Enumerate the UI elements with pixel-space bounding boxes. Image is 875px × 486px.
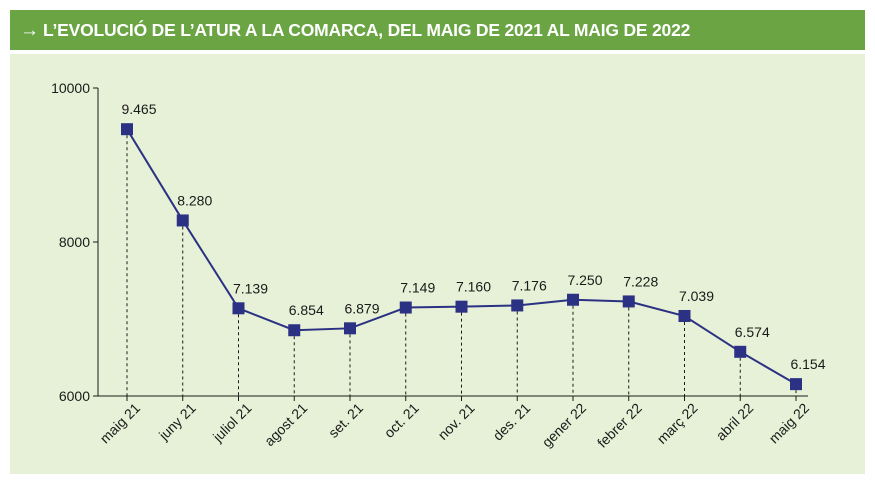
data-point-marker [622, 295, 635, 308]
series-line [126, 128, 797, 386]
x-category-label: juliol 21 [209, 400, 255, 446]
data-label: 7.039 [679, 288, 714, 304]
y-tick-label: 10000 [51, 80, 90, 96]
x-category-label: gener 22 [539, 400, 590, 451]
title-bar: → L’EVOLUCIÓ DE L’ATUR A LA COMARCA, DEL… [10, 10, 865, 50]
data-label: 6.574 [735, 324, 770, 340]
data-point-marker [399, 301, 412, 314]
x-category-label: nov. 21 [435, 400, 478, 443]
data-label: 9.465 [121, 101, 156, 117]
data-point-marker [344, 322, 356, 335]
x-category-label: maig 21 [97, 400, 144, 447]
data-label: 7.176 [512, 277, 547, 293]
x-category-label: juny 21 [155, 400, 199, 444]
data-label: 7.149 [400, 280, 435, 296]
x-category-label: agost 21 [261, 400, 310, 449]
data-point-marker [288, 324, 301, 337]
data-label: 7.250 [567, 272, 602, 288]
x-category-label: maig 22 [766, 400, 813, 447]
data-label: 7.139 [233, 280, 268, 296]
data-point-marker [121, 123, 133, 136]
chart-title: L’EVOLUCIÓ DE L’ATUR A LA COMARCA, DEL M… [43, 19, 691, 40]
data-label: 6.854 [289, 302, 324, 318]
data-point-marker [567, 293, 579, 306]
data-point-marker [790, 378, 802, 391]
data-label: 6.879 [344, 300, 379, 316]
data-point-marker [455, 300, 468, 313]
data-label: 6.154 [790, 356, 825, 372]
data-point-marker [511, 299, 524, 312]
x-category-label: febrer 22 [594, 400, 645, 451]
x-category-label: abril 22 [713, 400, 757, 444]
x-category-label: des. 21 [490, 400, 534, 444]
data-label: 7.160 [456, 279, 491, 295]
data-label: 7.228 [623, 273, 658, 289]
arrow-icon: → [20, 19, 39, 41]
chart-panel [10, 54, 865, 474]
data-label: 8.280 [177, 192, 212, 208]
data-point-marker [176, 214, 189, 227]
data-point-marker [678, 309, 691, 322]
y-tick-label: 6000 [59, 388, 90, 404]
x-category-label: oct. 21 [381, 400, 422, 441]
data-point-marker [232, 302, 245, 315]
x-category-label: març 22 [654, 400, 701, 447]
y-tick-label: 8000 [59, 234, 90, 250]
data-point-marker [734, 345, 747, 358]
x-category-label: set. 21 [325, 400, 366, 441]
